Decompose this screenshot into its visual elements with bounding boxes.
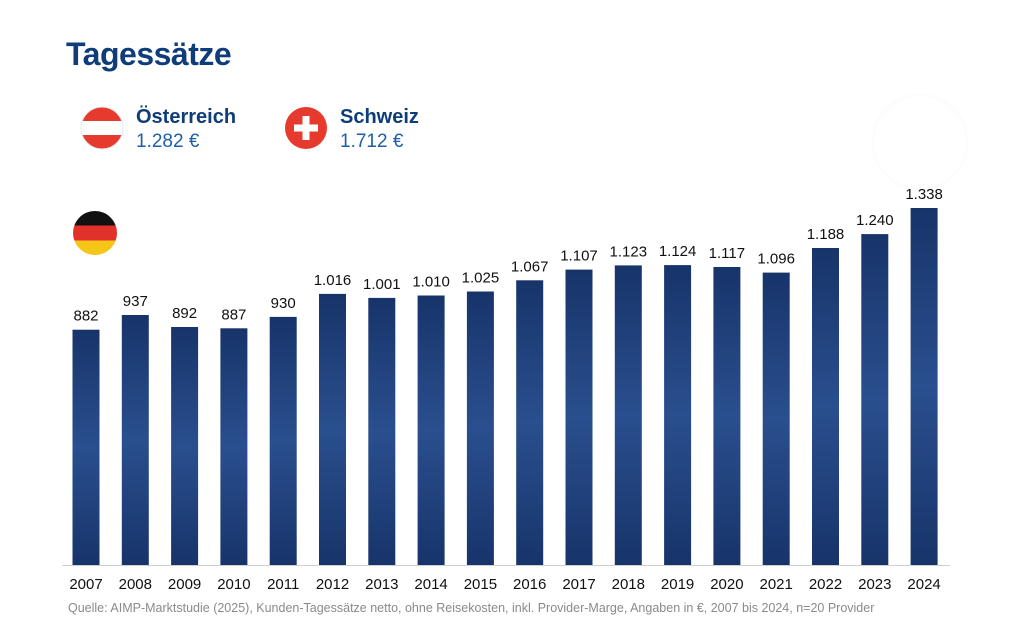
x-tick-label-2016: 2016: [513, 576, 546, 593]
bar-2013: [368, 297, 396, 565]
bar-2008: [121, 315, 149, 565]
bar-2007: [72, 329, 100, 565]
x-tick-label-2021: 2021: [760, 576, 793, 593]
x-tick-label-2012: 2012: [316, 576, 349, 593]
x-tick-label-2009: 2009: [168, 576, 201, 593]
data-label-2007: 882: [73, 308, 98, 325]
data-label-2019: 1.124: [659, 243, 697, 260]
x-tick-label-2020: 2020: [710, 576, 743, 593]
austria-flag-icon: [80, 106, 124, 150]
data-label-2017: 1.107: [560, 248, 598, 265]
bar-2018: [614, 265, 642, 565]
page-title: Tagessätze: [66, 36, 232, 72]
decorative-circle: [874, 96, 966, 188]
bar-2014: [417, 295, 445, 565]
bar-2019: [664, 265, 692, 565]
country-rate-austria: 1.282 €: [136, 131, 200, 152]
x-tick-label-2022: 2022: [809, 576, 842, 593]
x-tick-label-2013: 2013: [365, 576, 398, 593]
bar-2010: [220, 328, 248, 565]
bar-2009: [171, 327, 199, 565]
x-tick-label-2008: 2008: [119, 576, 152, 593]
bar-chart: 882 2007 937 2008 892 2009 887 2010 930 2011 1.016…: [62, 186, 950, 593]
bar-2015: [466, 291, 494, 565]
source-note: Quelle: AIMP-Marktstudie (2025), Kunden-…: [68, 601, 875, 615]
bar-2012: [319, 293, 346, 565]
data-label-2011: 930: [271, 295, 296, 312]
bar-2016: [516, 280, 544, 565]
bar-2017: [565, 269, 593, 565]
switzerland-flag-icon: [285, 107, 327, 149]
bar-2011: [269, 316, 297, 565]
country-name-switzerland: Schweiz: [340, 106, 419, 128]
data-label-2023: 1.240: [856, 212, 894, 229]
bar-2020: [713, 267, 741, 565]
data-label-2016: 1.067: [511, 258, 549, 275]
x-tick-label-2017: 2017: [562, 576, 595, 593]
bar-2022: [812, 248, 839, 565]
country-name-austria: Österreich: [136, 106, 237, 128]
data-label-2012: 1.016: [314, 272, 352, 289]
x-tick-label-2019: 2019: [661, 576, 694, 593]
data-label-2024: 1.338: [905, 186, 943, 203]
data-label-2015: 1.025: [462, 270, 500, 287]
x-tick-label-2023: 2023: [858, 576, 891, 593]
bar-2024: [910, 208, 938, 565]
x-tick-label-2014: 2014: [414, 576, 447, 593]
data-label-2020: 1.117: [709, 245, 745, 262]
data-label-2014: 1.010: [412, 274, 450, 291]
data-label-2022: 1.188: [807, 226, 845, 243]
x-tick-label-2010: 2010: [217, 576, 250, 593]
x-tick-label-2024: 2024: [907, 576, 940, 593]
x-tick-label-2011: 2011: [267, 576, 299, 593]
data-label-2013: 1.001: [363, 276, 401, 293]
bar-2023: [861, 234, 889, 565]
x-tick-label-2015: 2015: [464, 576, 497, 593]
x-tick-label-2018: 2018: [612, 576, 645, 593]
country-rate-switzerland: 1.712 €: [340, 131, 404, 152]
x-tick-label-2007: 2007: [69, 576, 102, 593]
data-label-2018: 1.123: [610, 243, 648, 260]
data-label-2021: 1.096: [757, 251, 795, 268]
data-label-2008: 937: [123, 293, 148, 310]
data-label-2009: 892: [172, 305, 197, 322]
germany-flag-icon: [73, 211, 117, 255]
bar-2021: [762, 272, 790, 565]
data-label-2010: 887: [221, 306, 246, 323]
